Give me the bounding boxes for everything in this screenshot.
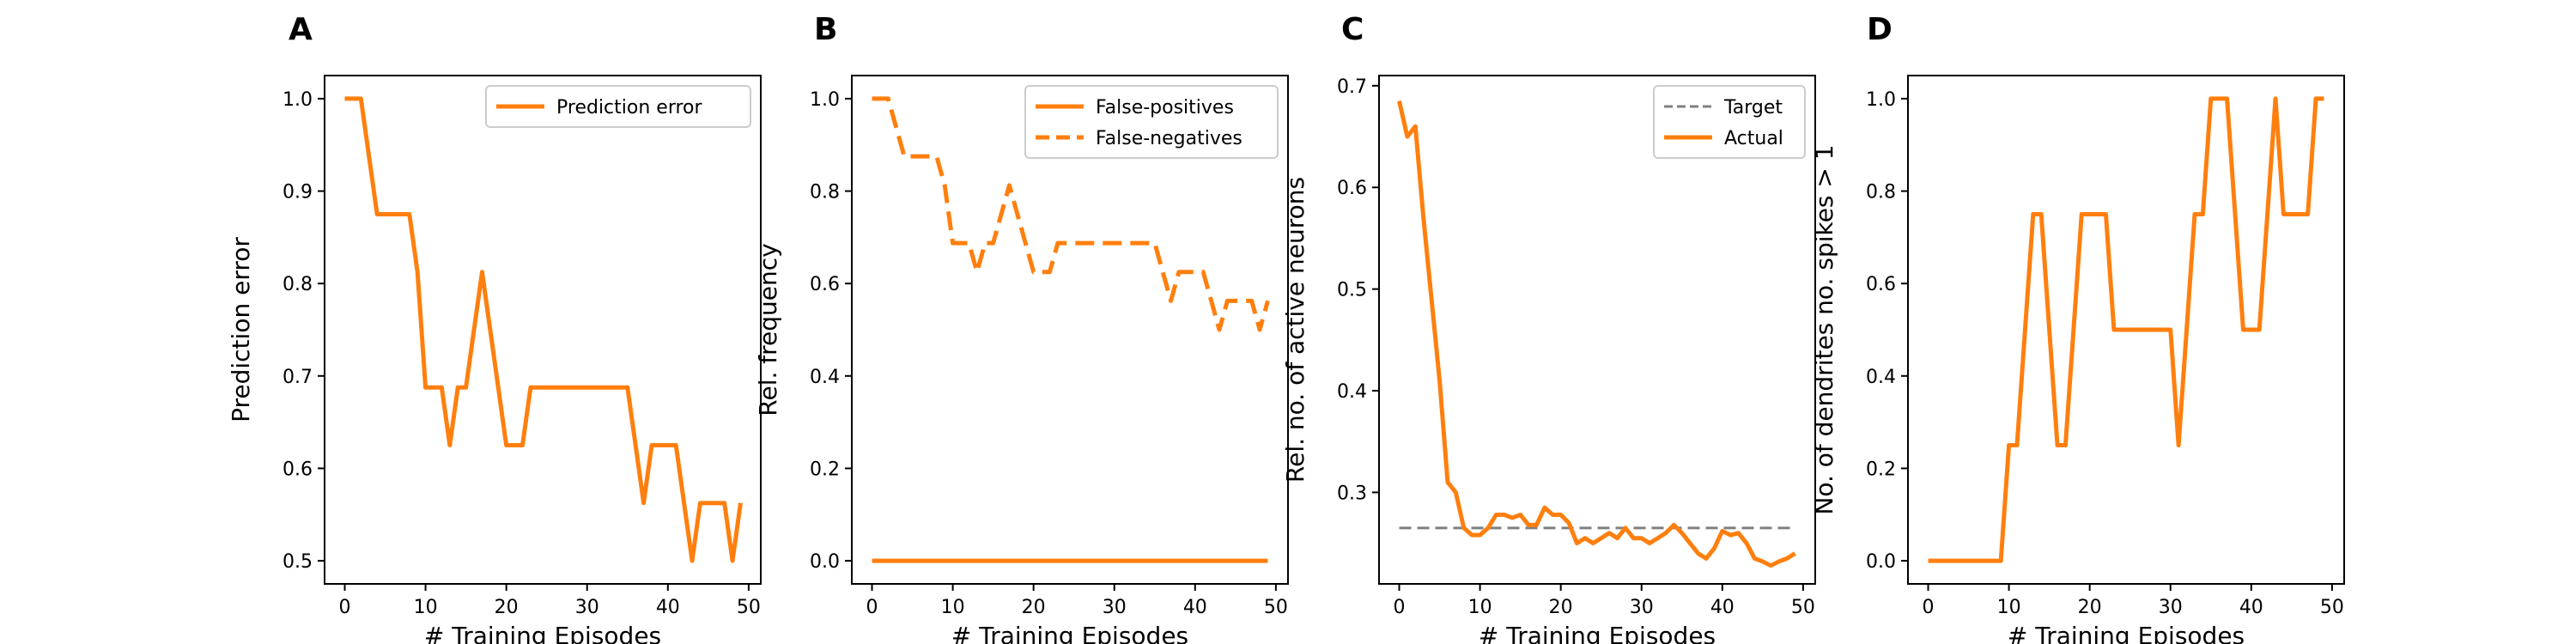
panel-letter: D [1867,12,1893,47]
y-tick-label: 0.2 [810,459,840,480]
y-tick-label: 0.7 [1337,76,1367,98]
series-line-actual [1397,100,1796,568]
x-tick-label: 10 [941,597,965,618]
x-tick-label: 10 [1468,597,1492,618]
legend-box [1653,85,1806,159]
series-line-data [1928,96,2324,563]
x-tick-label: 30 [1630,597,1654,618]
y-tick-label: 1.0 [283,89,313,111]
y-tick-label: 0.4 [810,367,840,388]
series-line-false-negatives [872,96,1270,332]
x-tick-label: 30 [575,597,599,618]
x-tick-label: 10 [1997,597,2021,618]
legend-label: Target [1723,97,1783,118]
x-tick-label: 20 [1549,597,1573,618]
y-tick-label: 0.9 [283,182,313,204]
x-tick-label: 20 [2078,597,2102,618]
axes-frame [1907,75,2345,585]
y-tick-label: 0.5 [1337,280,1367,301]
x-tick-label: 30 [2159,597,2183,618]
chart-panel-c: C 0 10 20 30 40 50 0.3 0.4 0.5 0.6 0.7 # Training Ep… [1281,12,1816,644]
chart-panel-a: A 0 10 20 30 40 50 0.5 0.6 0.7 0.8 0.9 1.0 # Training… [227,12,762,644]
y-axis-label: Prediction error [227,237,255,422]
y-axis-label: Rel. frequency [754,243,782,416]
x-tick-label: 40 [1710,597,1735,618]
x-tick-label: 20 [495,597,519,618]
x-axis-label: # Training Episodes [424,622,661,644]
legend-label: False-positives [1096,97,1234,118]
legend-label: False-negatives [1096,128,1242,149]
x-tick-label: 10 [414,597,438,618]
x-tick-label: 50 [2320,597,2344,618]
y-tick-label: 0.4 [1337,381,1367,403]
y-tick-label: 0.8 [810,182,840,204]
legend-label: Prediction error [556,97,702,118]
y-tick-label: 0.8 [283,274,313,295]
panel-letter: B [814,12,837,47]
legend-box [1024,85,1279,159]
x-tick-label: 40 [656,597,680,618]
x-tick-label: 40 [1183,597,1207,618]
x-tick-label: 30 [1103,597,1127,618]
y-tick-label: 0.0 [1866,551,1896,573]
x-tick-label: 0 [1923,597,1935,618]
y-tick-label: 1.0 [1866,89,1896,111]
y-tick-label: 0.2 [1866,459,1896,480]
y-tick-label: 0.7 [283,367,313,388]
x-tick-label: 50 [1791,597,1815,618]
x-tick-label: 20 [1022,597,1046,618]
x-tick-label: 0 [339,597,351,618]
chart-panel-d: D 0 10 20 30 40 50 0.0 0.2 0.4 0.6 0.8 1.0 # Training… [1810,12,2345,644]
x-tick-label: 40 [2239,597,2263,618]
legend: Prediction error [485,85,751,128]
legend: Target Actual [1653,85,1806,159]
x-axis-label: # Training Episodes [951,622,1188,644]
x-axis-label: # Training Episodes [1479,622,1716,644]
y-tick-label: 0.6 [283,459,313,480]
y-tick-label: 0.3 [1337,483,1367,504]
y-tick-label: 0.6 [1337,178,1367,199]
y-tick-label: 1.0 [810,89,840,111]
y-tick-label: 0.6 [1866,274,1896,295]
panel-letter: A [289,12,313,47]
x-tick-label: 0 [866,597,878,618]
legend-box [485,85,751,128]
y-tick-label: 0.6 [810,274,840,295]
y-axis-label: Rel. no. of active neurons [1281,177,1309,483]
y-axis-label: No. of dendrites no. spikes > 1 [1810,144,1838,514]
axes-frame [851,75,1289,585]
axes-frame [324,75,762,585]
x-tick-label: 50 [1264,597,1288,618]
y-tick-label: 0.4 [1866,367,1896,388]
chart-panel-b: B 0 10 20 30 40 50 0.0 0.2 0.4 0.6 0.8 1.0 # Training… [754,12,1289,644]
legend: False-positives False-negatives [1024,85,1279,159]
x-axis-label: # Training Episodes [2008,622,2245,644]
y-tick-label: 0.8 [1866,182,1896,204]
y-tick-label: 0.5 [283,551,313,573]
legend-label: Actual [1724,128,1783,149]
axes-frame [1378,75,1816,585]
series-line-prediction-error [344,96,743,563]
x-tick-label: 50 [737,597,761,618]
y-tick-label: 0.0 [810,551,840,573]
panel-letter: C [1341,12,1364,47]
x-tick-label: 0 [1394,597,1406,618]
